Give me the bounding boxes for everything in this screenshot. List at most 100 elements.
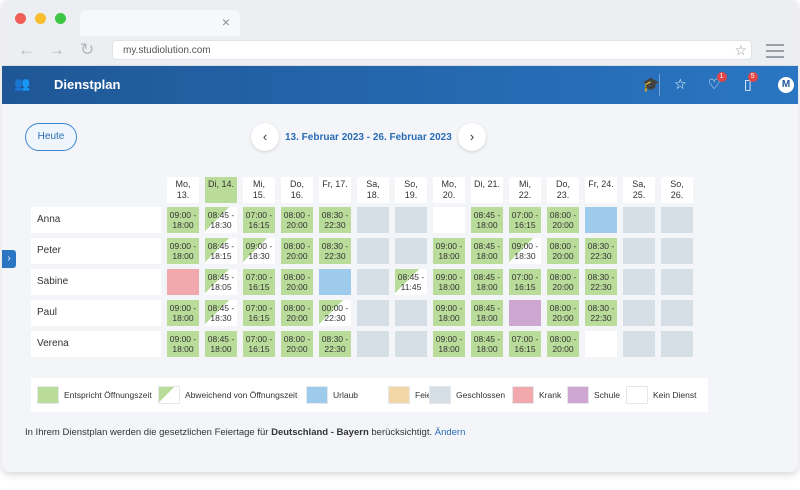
shift-cell[interactable] bbox=[661, 331, 693, 357]
shift-cell[interactable] bbox=[661, 238, 693, 264]
shift-cell[interactable] bbox=[623, 331, 655, 357]
shift-cell[interactable]: 08:30 -22:30 bbox=[319, 331, 351, 357]
shift-cell[interactable]: 07:00 -16:15 bbox=[509, 331, 541, 357]
shift-cell[interactable]: 00:00 -22:30 bbox=[319, 300, 351, 326]
shift-cell[interactable] bbox=[357, 331, 389, 357]
shift-cell[interactable] bbox=[395, 331, 427, 357]
shift-cell[interactable]: 08:00 -20:00 bbox=[281, 269, 313, 295]
forward-arrow-icon[interactable]: → bbox=[48, 40, 65, 59]
shift-cell[interactable]: 08:00 -20:00 bbox=[547, 207, 579, 233]
star-person-icon[interactable]: ☆ bbox=[674, 76, 687, 92]
shift-cell[interactable]: 08:30 -22:30 bbox=[319, 207, 351, 233]
shift-cell[interactable]: 07:00 -16:15 bbox=[243, 269, 275, 295]
shift-cell[interactable]: 08:00 -20:00 bbox=[547, 300, 579, 326]
shift-start: 09:00 - bbox=[169, 303, 197, 313]
shift-cell[interactable]: 08:00 -20:00 bbox=[281, 300, 313, 326]
shift-cell[interactable]: 08:00 -20:00 bbox=[281, 331, 313, 357]
shift-cell[interactable] bbox=[357, 269, 389, 295]
shift-cell[interactable]: 08:30 -22:30 bbox=[585, 238, 617, 264]
bookmark-star-icon[interactable]: ☆ bbox=[734, 42, 747, 58]
shift-end: 18:00 bbox=[172, 313, 194, 323]
shift-cell[interactable]: 09:00 -18:00 bbox=[167, 207, 199, 233]
users-icon[interactable]: 👥 bbox=[14, 76, 31, 91]
staff-name[interactable]: Paul bbox=[31, 300, 161, 326]
staff-name[interactable]: Sabine bbox=[31, 269, 161, 295]
next-week-button[interactable]: › bbox=[458, 123, 486, 151]
shift-cell[interactable]: 08:45 -18:00 bbox=[471, 269, 503, 295]
shift-cell[interactable]: 07:00 -16:15 bbox=[243, 207, 275, 233]
shift-cell[interactable]: 08:45 -18:30 bbox=[205, 207, 237, 233]
shift-cell[interactable]: 09:00 -18:00 bbox=[167, 300, 199, 326]
shift-cell[interactable]: 08:00 -20:00 bbox=[281, 238, 313, 264]
shift-cell[interactable] bbox=[509, 300, 541, 326]
change-region-link[interactable]: Ändern bbox=[434, 427, 466, 438]
shift-cell[interactable]: 08:45 -18:00 bbox=[471, 238, 503, 264]
shift-cell[interactable] bbox=[357, 300, 389, 326]
shift-cell[interactable]: 08:45 -18:00 bbox=[205, 331, 237, 357]
shift-cell[interactable] bbox=[623, 207, 655, 233]
shift-cell[interactable] bbox=[433, 207, 465, 233]
shift-cell[interactable] bbox=[395, 238, 427, 264]
shift-cell[interactable]: 07:00 -16:15 bbox=[509, 269, 541, 295]
shift-cell[interactable]: 08:30 -22:30 bbox=[319, 238, 351, 264]
shift-cell[interactable]: 09:00 -18:30 bbox=[243, 238, 275, 264]
shift-cell[interactable] bbox=[167, 269, 199, 295]
shift-cell[interactable]: 09:00 -18:00 bbox=[433, 331, 465, 357]
shift-cell[interactable]: 08:45 -11:45 bbox=[395, 269, 427, 295]
shift-cell[interactable] bbox=[623, 269, 655, 295]
shift-cell[interactable]: 09:00 -18:00 bbox=[433, 238, 465, 264]
prev-week-button[interactable]: ‹ bbox=[251, 123, 279, 151]
graduation-cap-icon[interactable]: 🎓 bbox=[642, 76, 660, 92]
shift-cell[interactable] bbox=[661, 269, 693, 295]
close-window-button[interactable] bbox=[15, 13, 26, 24]
shift-cell[interactable] bbox=[357, 207, 389, 233]
shift-cell[interactable]: 08:00 -20:00 bbox=[281, 207, 313, 233]
shift-cell[interactable]: 08:45 -18:05 bbox=[205, 269, 237, 295]
shift-cell[interactable] bbox=[585, 331, 617, 357]
shift-cell[interactable] bbox=[661, 207, 693, 233]
avatar[interactable]: M bbox=[778, 77, 794, 93]
address-bar[interactable]: my.studiolution.com ☆ bbox=[112, 40, 752, 60]
shift-cell[interactable]: 08:45 -18:00 bbox=[471, 207, 503, 233]
shift-cell[interactable]: 08:00 -20:00 bbox=[547, 238, 579, 264]
shift-cell[interactable]: 09:00 -18:00 bbox=[167, 238, 199, 264]
back-arrow-icon[interactable]: ← bbox=[18, 40, 35, 59]
shift-cell[interactable]: 09:00 -18:00 bbox=[433, 300, 465, 326]
shift-cell[interactable] bbox=[395, 207, 427, 233]
shift-cell[interactable] bbox=[585, 207, 617, 233]
shift-cell[interactable]: 09:00 -18:00 bbox=[167, 331, 199, 357]
staff-name[interactable]: Verena bbox=[31, 331, 161, 357]
shift-cell[interactable]: 08:00 -20:00 bbox=[547, 269, 579, 295]
shift-cell[interactable]: 09:00 -18:00 bbox=[433, 269, 465, 295]
shift-cell[interactable] bbox=[319, 269, 351, 295]
shift-cell[interactable] bbox=[395, 300, 427, 326]
staff-name[interactable]: Peter bbox=[31, 238, 161, 264]
shift-cell[interactable]: 08:45 -18:30 bbox=[205, 300, 237, 326]
shift-cell[interactable] bbox=[623, 300, 655, 326]
browser-tab[interactable]: × bbox=[80, 10, 240, 36]
shift-cell[interactable]: 08:30 -22:30 bbox=[585, 300, 617, 326]
shift-cell[interactable]: 08:45 -18:15 bbox=[205, 238, 237, 264]
staff-name[interactable]: Anna bbox=[31, 207, 161, 233]
expand-sidebar-button[interactable]: › bbox=[2, 250, 16, 268]
legend-swatch bbox=[626, 386, 648, 404]
minimize-window-button[interactable] bbox=[35, 13, 46, 24]
clipboard-icon[interactable]: ▯ 5 bbox=[744, 72, 758, 93]
shift-cell[interactable]: 08:45 -18:00 bbox=[471, 331, 503, 357]
shift-cell[interactable]: 08:30 -22:30 bbox=[585, 269, 617, 295]
close-icon[interactable]: × bbox=[221, 14, 230, 30]
shift-cell[interactable] bbox=[623, 238, 655, 264]
shift-cell[interactable] bbox=[661, 300, 693, 326]
today-button[interactable]: Heute bbox=[25, 123, 77, 151]
shift-cell[interactable]: 07:00 -16:15 bbox=[243, 331, 275, 357]
maximize-window-button[interactable] bbox=[55, 13, 66, 24]
shift-cell[interactable]: 09:00 -18:30 bbox=[509, 238, 541, 264]
shift-cell[interactable]: 07:00 -16:15 bbox=[509, 207, 541, 233]
hamburger-menu-icon[interactable] bbox=[766, 44, 784, 62]
shift-cell[interactable]: 08:00 -20:00 bbox=[547, 331, 579, 357]
shift-cell[interactable]: 07:00 -16:15 bbox=[243, 300, 275, 326]
heart-icon[interactable]: ♡ 1 bbox=[708, 72, 727, 93]
shift-cell[interactable] bbox=[357, 238, 389, 264]
shift-cell[interactable]: 08:45 -18:00 bbox=[471, 300, 503, 326]
reload-icon[interactable]: ↻ bbox=[80, 40, 95, 59]
